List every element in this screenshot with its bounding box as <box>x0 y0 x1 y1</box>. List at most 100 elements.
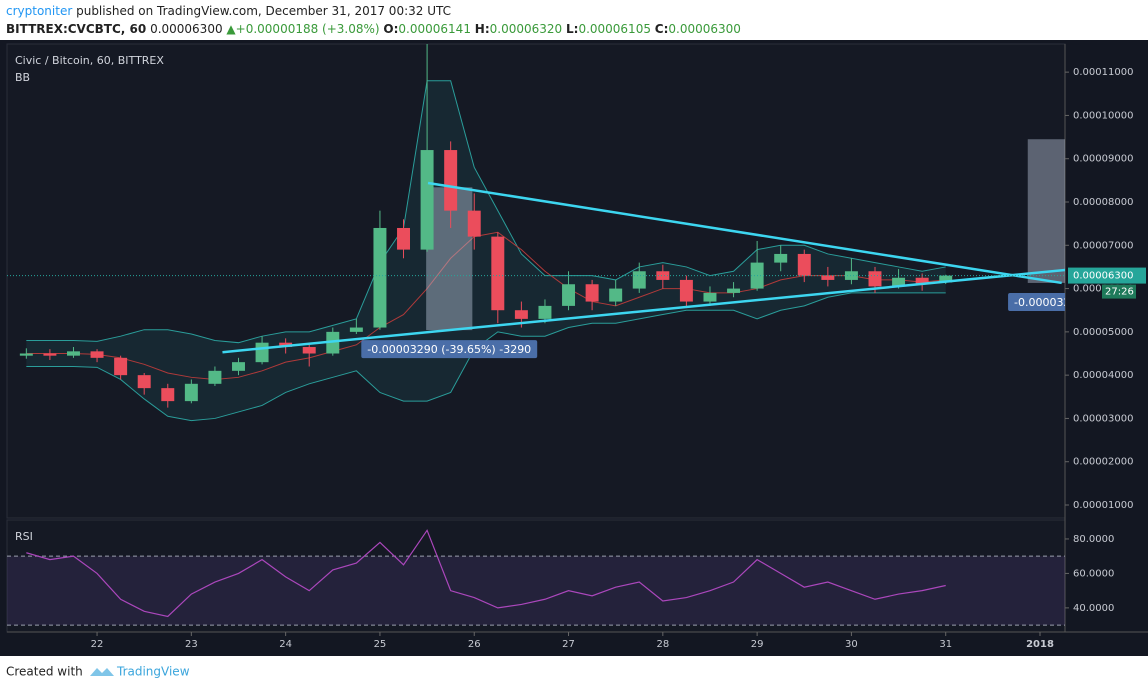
last-price-label: 0.00006300 <box>1073 271 1133 282</box>
author[interactable]: cryptoniter <box>6 4 72 18</box>
footer-bg <box>0 656 1148 689</box>
y-tick-label: 60.0000 <box>1073 568 1114 579</box>
candle-body <box>797 253 811 276</box>
candle-body <box>349 327 363 332</box>
publish-line: cryptoniter published on TradingView.com… <box>6 4 451 18</box>
high-label: H: <box>475 22 490 36</box>
header-bg <box>0 0 1148 44</box>
candle-body <box>90 351 104 358</box>
price-layer: -0.00003290 (-39.65%) -3290 -0.00003290 (… <box>7 44 1110 422</box>
bb-basis <box>26 231 946 380</box>
y-tick-label: 40.0000 <box>1073 603 1114 614</box>
x-tick-label: 22 <box>91 639 104 650</box>
x-tick-label: 28 <box>656 639 669 650</box>
y-tick-label: 80.0000 <box>1073 534 1114 545</box>
x-tick-label: 27 <box>562 639 575 650</box>
y-tick-label: 0.00011000 <box>1073 67 1133 78</box>
y-tick-label: 0.00003000 <box>1073 413 1133 424</box>
last: 0.00006300 <box>150 22 223 36</box>
candle-body <box>467 210 481 237</box>
countdown: 27:26 <box>1105 287 1134 298</box>
candle-body <box>373 227 387 328</box>
candle-body <box>844 271 858 280</box>
x-tick-label: 25 <box>374 639 387 650</box>
trendline <box>222 268 1065 354</box>
candle-body <box>915 277 929 285</box>
footer-brand[interactable]: TradingView <box>116 665 190 679</box>
y-tick-label: 0.00004000 <box>1073 370 1133 381</box>
indicator-name: BB <box>15 71 30 84</box>
measure-box <box>426 187 473 331</box>
candle-body <box>208 370 222 384</box>
x-tick-label: 26 <box>468 639 481 650</box>
low: 0.00006105 <box>578 22 651 36</box>
candle-body <box>43 353 57 356</box>
trendline <box>427 181 1062 285</box>
x-tick-label: 2018 <box>1026 639 1054 650</box>
candle-body <box>703 292 717 302</box>
close: 0.00006300 <box>668 22 741 36</box>
measure-label-bg <box>361 340 538 359</box>
last-price-box <box>1068 267 1146 284</box>
open: 0.00006141 <box>398 22 471 36</box>
y-tick-label: 0.00009000 <box>1073 154 1133 165</box>
bb-upper <box>26 80 946 344</box>
candle-body <box>562 284 576 306</box>
measure-box <box>1027 139 1065 283</box>
rsi-layer <box>7 529 1065 626</box>
candle-body <box>66 351 80 356</box>
candle-body <box>137 375 151 389</box>
rsi-line <box>26 529 946 618</box>
candle-body <box>727 288 741 293</box>
candle-body <box>538 305 552 319</box>
candle-body <box>255 342 269 363</box>
candle-body <box>19 353 33 356</box>
measure-label: -0.00003290 (-39.65%) -3290 <box>367 343 531 356</box>
measure-label-bg <box>1008 292 1065 311</box>
arrow: ▲ <box>226 22 236 36</box>
rsi-pane <box>6 519 1066 633</box>
symbol: BITTREX:CVCBTC, 60 <box>6 22 146 36</box>
candle-body <box>656 271 670 280</box>
candle-body <box>161 388 175 402</box>
published: published on TradingView.com, December 3… <box>76 4 451 18</box>
candle-body <box>184 383 198 402</box>
measure-label: -0.00003290 (-34 <box>1014 296 1110 309</box>
candle-body <box>774 253 788 263</box>
high: 0.00006320 <box>490 22 563 36</box>
y-tick-label: 0.00002000 <box>1073 457 1133 468</box>
y-tick-label: 0.00008000 <box>1073 197 1133 208</box>
footer-created: Created with <box>6 665 83 679</box>
candle-body <box>609 288 623 302</box>
bb-fill <box>26 80 946 421</box>
candle-body <box>114 357 128 376</box>
low-label: L: <box>566 22 578 36</box>
x-tick-label: 30 <box>845 639 858 650</box>
rsi-band <box>7 556 1065 626</box>
x-tick-label: 23 <box>185 639 198 650</box>
pane-title: Civic / Bitcoin, 60, BITTREX <box>15 54 164 67</box>
candle-body <box>302 347 316 354</box>
candle-body <box>868 271 882 287</box>
candle-body <box>585 284 599 302</box>
x-tick-label: 24 <box>279 639 292 650</box>
candle-body <box>397 227 410 250</box>
x-tick-label: 29 <box>751 639 764 650</box>
rsi-title: RSI <box>15 530 33 543</box>
candle-body <box>939 275 953 283</box>
y-tick-label: 0.00001000 <box>1073 500 1133 511</box>
x-tick-label: 31 <box>939 639 952 650</box>
y-tick-label: 0.00005000 <box>1073 327 1133 338</box>
candle-body <box>632 271 646 289</box>
candle-body <box>892 277 906 287</box>
candle-body <box>514 310 528 319</box>
candle-body <box>420 150 434 250</box>
countdown-box <box>1102 284 1136 299</box>
y-tick-label: 0.00010000 <box>1073 110 1133 121</box>
price-pane <box>6 43 1066 519</box>
quote-line: BITTREX:CVCBTC, 60 0.00006300 ▲+0.000001… <box>6 22 741 36</box>
open-label: O: <box>383 22 398 36</box>
candle-body <box>232 362 245 371</box>
